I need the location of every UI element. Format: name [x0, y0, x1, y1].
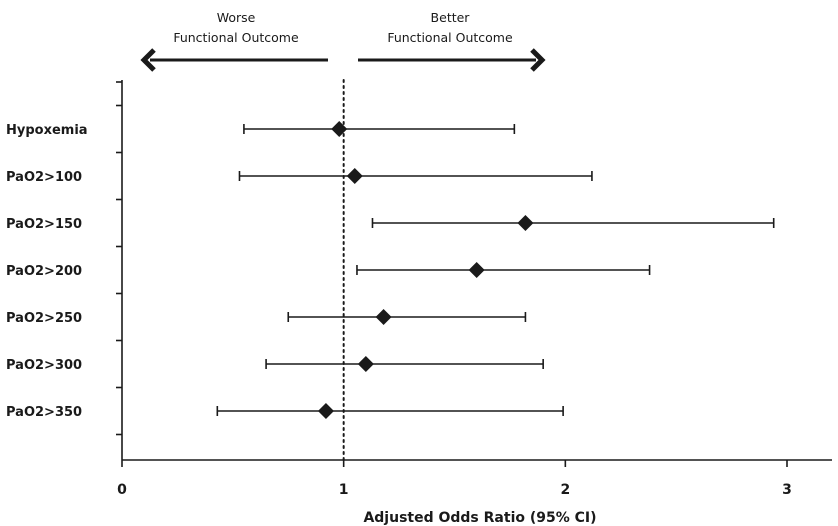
x-tick-label: 3 — [782, 482, 792, 498]
estimate-marker — [517, 215, 534, 231]
better-outcome-annotation: Better Functional Outcome — [358, 10, 546, 72]
better-label-line2: Functional Outcome — [387, 30, 513, 45]
better-label-line1: Better — [431, 10, 471, 25]
row-label: PaO2>100 — [6, 170, 82, 185]
x-tick-label: 1 — [339, 482, 349, 498]
worse-outcome-annotation: Worse Functional Outcome — [140, 10, 328, 72]
estimate-marker — [331, 121, 348, 137]
row-label: PaO2>250 — [6, 311, 82, 326]
estimate-marker — [357, 356, 374, 372]
worse-label-line2: Functional Outcome — [173, 30, 299, 45]
row-label: PaO2>200 — [6, 264, 82, 279]
worse-label-line1: Worse — [217, 10, 256, 25]
plot-area: 0 1 2 3 Hypoxemia PaO2>100 PaO2>150 PaO2>200 PaO… — [6, 79, 792, 498]
row-label: PaO2>300 — [6, 358, 82, 373]
better-arrow-head — [530, 48, 546, 72]
row-label: PaO2>150 — [6, 217, 82, 232]
estimate-marker — [468, 262, 485, 278]
row-label: PaO2>350 — [6, 405, 82, 420]
estimate-marker — [375, 309, 392, 325]
x-tick-label: 2 — [560, 482, 570, 498]
x-tick-label: 0 — [117, 482, 127, 498]
estimate-marker — [346, 168, 363, 184]
worse-arrow-head — [140, 48, 156, 72]
estimate-marker — [317, 403, 334, 419]
x-axis-title: Adjusted Odds Ratio (95% CI) — [363, 510, 596, 526]
row-label: Hypoxemia — [6, 123, 88, 138]
